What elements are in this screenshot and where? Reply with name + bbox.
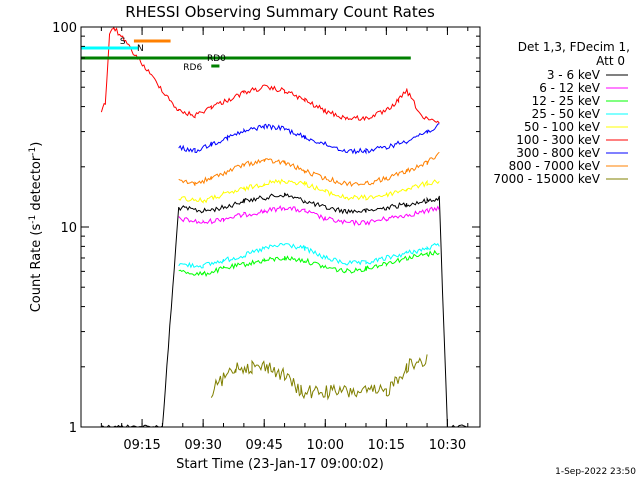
y-tick-label-1: 10 [60, 221, 77, 236]
series-line-5 [100, 26, 440, 124]
x-tick-label-1: 09:30 [184, 438, 221, 453]
legend-label-2: 12 - 25 keV [532, 94, 601, 108]
legend-label-7: 800 - 7000 keV [509, 159, 601, 173]
legend-label-0: 3 - 6 keV [547, 68, 601, 82]
x-tick-label-4: 10:15 [368, 438, 405, 453]
flag-label-n: N [137, 44, 144, 54]
x-axis: 09:15 09:30 09:45 10:00 10:15 10:30 [80, 27, 469, 453]
x-tick-label-5: 10:30 [429, 438, 466, 453]
legend-label-8: 7000 - 15000 keV [493, 172, 600, 186]
legend-label-5: 100 - 300 keV [516, 133, 600, 147]
x-tick-label-3: 10:00 [307, 438, 344, 453]
legend-label-3: 25 - 50 keV [532, 107, 601, 121]
footer-date: 1-Sep-2022 23:50 [555, 467, 636, 477]
legend-header-line-1: Att 0 [596, 54, 625, 68]
legend-label-1: 6 - 12 keV [539, 81, 601, 95]
series-line-1 [178, 205, 440, 227]
plot-frame [80, 26, 481, 428]
x-tick-label-2: 09:45 [245, 438, 282, 453]
y-tick-label-0: 1 [69, 421, 77, 436]
plot-content: S N RD0 RD6 [81, 26, 468, 428]
series-line-4 [178, 178, 440, 204]
x-tick-label-0: 09:15 [123, 438, 160, 453]
series-line-3 [178, 242, 440, 269]
chart-title: RHESSI Observing Summary Count Rates [125, 3, 435, 21]
series-line-2 [178, 249, 440, 278]
legend-label-6: 300 - 800 keV [516, 146, 600, 160]
legend-label-4: 50 - 100 keV [524, 120, 601, 134]
series-line-7 [178, 151, 440, 188]
series-line-6 [178, 123, 440, 155]
flag-label-rd0: RD0 [207, 54, 226, 64]
y-tick-label-2: 100 [52, 21, 77, 36]
flag-label-s: S [120, 37, 126, 47]
series-line-0 [101, 192, 468, 428]
y-axis-label: Count Rate (s-1 detector-1) [28, 142, 44, 313]
series-line-8 [210, 354, 428, 401]
flag-label-rd6: RD6 [183, 63, 202, 73]
y-axis: 1 10 100 [52, 21, 480, 436]
x-axis-label: Start Time (23-Jan-17 09:00:02) [176, 457, 384, 472]
legend-header-line-0: Det 1,3, FDecim 1, [518, 40, 630, 54]
